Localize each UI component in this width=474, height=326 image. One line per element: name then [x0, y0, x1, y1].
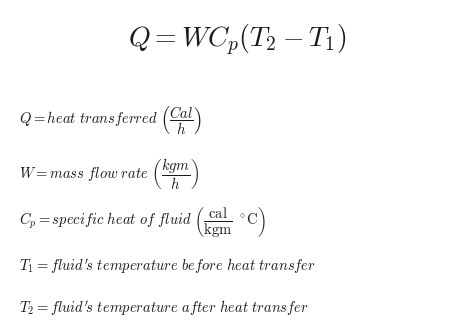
Text: $\mathit{Q = heat\ transferred}\ \left(\dfrac{\mathit{Cal}}{\mathit{h}}\right)$: $\mathit{Q = heat\ transferred}\ \left(\…: [19, 104, 202, 137]
Text: $\mathit{C_p = specific\ heat\ of\ fluid}\ \left(\dfrac{\mathrm{cal}}{\mathrm{kg: $\mathit{C_p = specific\ heat\ of\ fluid…: [19, 205, 266, 239]
Text: $\mathit{Q = WC_p(T_2 - T_1)}$: $\mathit{Q = WC_p(T_2 - T_1)}$: [128, 23, 346, 58]
Text: $\mathit{T_1 = fluid'\!s\ temperature\ before\ heat\ transfer}$: $\mathit{T_1 = fluid'\!s\ temperature\ b…: [19, 256, 316, 275]
Text: $\mathit{T_2 = fluid'\!s\ temperature\ after\ heat\ transfer}$: $\mathit{T_2 = fluid'\!s\ temperature\ a…: [19, 298, 309, 317]
Text: $\mathit{W = mass\ flow\ rate}\ \left(\dfrac{\mathit{kgm}}{\mathit{h}}\right)$: $\mathit{W = mass\ flow\ rate}\ \left(\d…: [19, 156, 199, 192]
